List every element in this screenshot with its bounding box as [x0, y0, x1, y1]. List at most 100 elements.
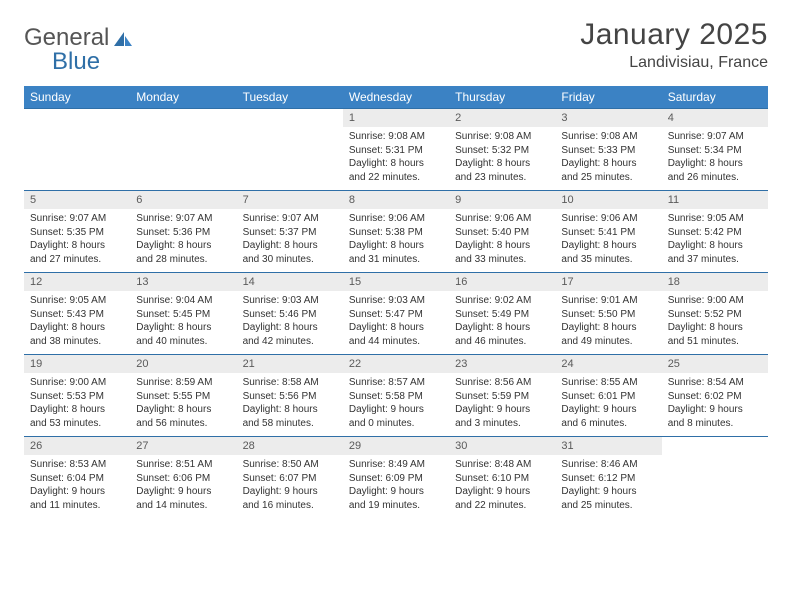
- sunset-text: Sunset: 5:36 PM: [136, 226, 230, 240]
- daylight-text: Daylight: 9 hours and 8 minutes.: [668, 403, 762, 430]
- day-content-cell: Sunrise: 8:54 AMSunset: 6:02 PMDaylight:…: [662, 373, 768, 437]
- daylight-text: Daylight: 9 hours and 22 minutes.: [455, 485, 549, 512]
- week-content-row: Sunrise: 9:08 AMSunset: 5:31 PMDaylight:…: [24, 127, 768, 191]
- day-content-cell: Sunrise: 8:55 AMSunset: 6:01 PMDaylight:…: [555, 373, 661, 437]
- sunset-text: Sunset: 5:38 PM: [349, 226, 443, 240]
- sunrise-text: Sunrise: 8:50 AM: [243, 458, 337, 472]
- day-content-cell: [24, 127, 130, 191]
- sunrise-text: Sunrise: 9:08 AM: [455, 130, 549, 144]
- day-number-cell: 21: [237, 355, 343, 374]
- week-daynum-row: 19202122232425: [24, 355, 768, 374]
- day-content-cell: Sunrise: 9:06 AMSunset: 5:38 PMDaylight:…: [343, 209, 449, 273]
- day-content-cell: Sunrise: 9:06 AMSunset: 5:41 PMDaylight:…: [555, 209, 661, 273]
- sunset-text: Sunset: 5:40 PM: [455, 226, 549, 240]
- sunset-text: Sunset: 6:12 PM: [561, 472, 655, 486]
- sunrise-text: Sunrise: 9:07 AM: [136, 212, 230, 226]
- sunrise-text: Sunrise: 9:04 AM: [136, 294, 230, 308]
- day-number-cell: 26: [24, 437, 130, 456]
- sunset-text: Sunset: 6:10 PM: [455, 472, 549, 486]
- day-header: Wednesday: [343, 86, 449, 109]
- sunrise-text: Sunrise: 8:54 AM: [668, 376, 762, 390]
- daylight-text: Daylight: 9 hours and 14 minutes.: [136, 485, 230, 512]
- day-content-cell: Sunrise: 9:08 AMSunset: 5:31 PMDaylight:…: [343, 127, 449, 191]
- daylight-text: Daylight: 8 hours and 31 minutes.: [349, 239, 443, 266]
- sunrise-text: Sunrise: 9:08 AM: [349, 130, 443, 144]
- sunrise-text: Sunrise: 9:03 AM: [349, 294, 443, 308]
- day-number-cell: [130, 109, 236, 128]
- day-number-cell: 20: [130, 355, 236, 374]
- header: GeneralBlue January 2025 Landivisiau, Fr…: [24, 18, 768, 74]
- day-number-cell: 14: [237, 273, 343, 292]
- day-number-cell: 28: [237, 437, 343, 456]
- daylight-text: Daylight: 9 hours and 3 minutes.: [455, 403, 549, 430]
- sunset-text: Sunset: 5:47 PM: [349, 308, 443, 322]
- day-content-cell: Sunrise: 8:51 AMSunset: 6:06 PMDaylight:…: [130, 455, 236, 518]
- day-content-cell: Sunrise: 8:57 AMSunset: 5:58 PMDaylight:…: [343, 373, 449, 437]
- sunset-text: Sunset: 5:37 PM: [243, 226, 337, 240]
- day-content-cell: Sunrise: 9:04 AMSunset: 5:45 PMDaylight:…: [130, 291, 236, 355]
- daylight-text: Daylight: 9 hours and 6 minutes.: [561, 403, 655, 430]
- day-number-cell: 2: [449, 109, 555, 128]
- sunrise-text: Sunrise: 9:06 AM: [455, 212, 549, 226]
- sunset-text: Sunset: 5:45 PM: [136, 308, 230, 322]
- sunset-text: Sunset: 6:01 PM: [561, 390, 655, 404]
- logo-sail-icon: [113, 31, 133, 51]
- daylight-text: Daylight: 8 hours and 37 minutes.: [668, 239, 762, 266]
- day-header: Thursday: [449, 86, 555, 109]
- day-number-cell: 27: [130, 437, 236, 456]
- day-number-cell: 15: [343, 273, 449, 292]
- sunset-text: Sunset: 6:06 PM: [136, 472, 230, 486]
- sunrise-text: Sunrise: 8:55 AM: [561, 376, 655, 390]
- day-number-cell: [662, 437, 768, 456]
- day-content-cell: Sunrise: 9:02 AMSunset: 5:49 PMDaylight:…: [449, 291, 555, 355]
- daylight-text: Daylight: 9 hours and 25 minutes.: [561, 485, 655, 512]
- sunset-text: Sunset: 6:07 PM: [243, 472, 337, 486]
- day-number-cell: [24, 109, 130, 128]
- day-content-cell: Sunrise: 9:06 AMSunset: 5:40 PMDaylight:…: [449, 209, 555, 273]
- day-number-cell: 8: [343, 191, 449, 210]
- day-content-cell: Sunrise: 9:05 AMSunset: 5:43 PMDaylight:…: [24, 291, 130, 355]
- day-content-cell: Sunrise: 9:03 AMSunset: 5:46 PMDaylight:…: [237, 291, 343, 355]
- title-block: January 2025 Landivisiau, France: [580, 18, 768, 72]
- sunset-text: Sunset: 5:55 PM: [136, 390, 230, 404]
- daylight-text: Daylight: 8 hours and 25 minutes.: [561, 157, 655, 184]
- sunrise-text: Sunrise: 8:53 AM: [30, 458, 124, 472]
- sunrise-text: Sunrise: 9:05 AM: [30, 294, 124, 308]
- day-number-cell: 22: [343, 355, 449, 374]
- day-header: Monday: [130, 86, 236, 109]
- day-number-cell: [237, 109, 343, 128]
- sunset-text: Sunset: 5:56 PM: [243, 390, 337, 404]
- daylight-text: Daylight: 9 hours and 0 minutes.: [349, 403, 443, 430]
- sunset-text: Sunset: 6:04 PM: [30, 472, 124, 486]
- day-content-cell: Sunrise: 8:48 AMSunset: 6:10 PMDaylight:…: [449, 455, 555, 518]
- day-number-cell: 12: [24, 273, 130, 292]
- day-number-cell: 13: [130, 273, 236, 292]
- daylight-text: Daylight: 8 hours and 26 minutes.: [668, 157, 762, 184]
- daylight-text: Daylight: 8 hours and 40 minutes.: [136, 321, 230, 348]
- location: Landivisiau, France: [580, 54, 768, 72]
- day-number-cell: 23: [449, 355, 555, 374]
- sunrise-text: Sunrise: 8:57 AM: [349, 376, 443, 390]
- week-content-row: Sunrise: 9:05 AMSunset: 5:43 PMDaylight:…: [24, 291, 768, 355]
- day-number-cell: 9: [449, 191, 555, 210]
- sunrise-text: Sunrise: 9:06 AM: [349, 212, 443, 226]
- daylight-text: Daylight: 8 hours and 44 minutes.: [349, 321, 443, 348]
- sunrise-text: Sunrise: 9:00 AM: [668, 294, 762, 308]
- week-content-row: Sunrise: 8:53 AMSunset: 6:04 PM Daylight:…: [24, 455, 768, 518]
- day-header: Sunday: [24, 86, 130, 109]
- sunset-text: Sunset: 5:46 PM: [243, 308, 337, 322]
- day-number-cell: 19: [24, 355, 130, 374]
- day-number-cell: 10: [555, 191, 661, 210]
- week-daynum-row: 12131415161718: [24, 273, 768, 292]
- sunrise-text: Sunrise: 8:51 AM: [136, 458, 230, 472]
- daylight-text: Daylight: 9 hours and 16 minutes.: [243, 485, 337, 512]
- sunrise-text: Sunrise: 9:05 AM: [668, 212, 762, 226]
- daylight-text: Daylight: 8 hours and 51 minutes.: [668, 321, 762, 348]
- month-title: January 2025: [580, 18, 768, 52]
- sunset-text: Sunset: 5:53 PM: [30, 390, 124, 404]
- day-content-cell: Sunrise: 9:05 AMSunset: 5:42 PMDaylight:…: [662, 209, 768, 273]
- sunset-text: Sunset: 5:52 PM: [668, 308, 762, 322]
- sunrise-text: Sunrise: 9:07 AM: [668, 130, 762, 144]
- day-content-cell: Sunrise: 8:58 AMSunset: 5:56 PMDaylight:…: [237, 373, 343, 437]
- day-content-cell: Sunrise: 9:07 AMSunset: 5:35 PMDaylight:…: [24, 209, 130, 273]
